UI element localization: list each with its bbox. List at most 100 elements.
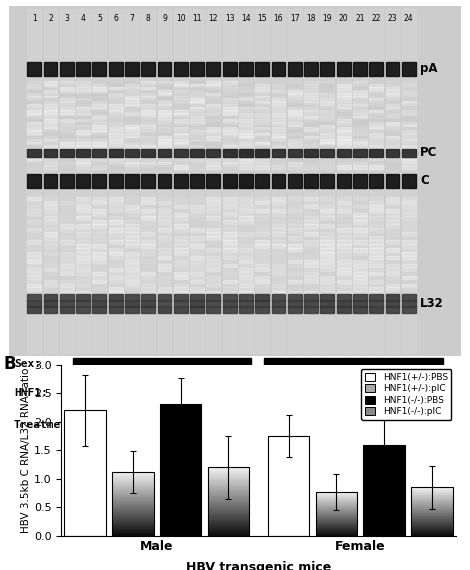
Bar: [60, 99, 74, 102]
Bar: [385, 136, 400, 140]
Bar: [223, 107, 236, 111]
Bar: [125, 252, 139, 255]
Bar: [411, 533, 453, 534]
Bar: [239, 145, 253, 148]
Bar: [402, 136, 415, 140]
Bar: [369, 217, 383, 220]
Bar: [369, 209, 383, 212]
Bar: [141, 89, 155, 93]
Bar: [208, 502, 249, 503]
Bar: [272, 160, 285, 163]
Bar: [353, 110, 367, 113]
Bar: [157, 148, 172, 151]
Bar: [44, 283, 57, 287]
Bar: [76, 279, 90, 283]
Bar: [272, 139, 285, 142]
Bar: [174, 84, 188, 87]
Bar: [125, 162, 139, 166]
Bar: [125, 81, 139, 84]
Bar: [337, 209, 351, 212]
Bar: [109, 87, 123, 91]
Bar: [353, 116, 367, 119]
Bar: [125, 279, 139, 283]
Bar: [337, 236, 351, 240]
Bar: [174, 157, 188, 160]
Bar: [27, 116, 41, 119]
Bar: [208, 498, 249, 499]
Bar: [385, 81, 400, 84]
Bar: [60, 81, 74, 84]
Bar: [353, 99, 367, 102]
Bar: [304, 197, 318, 200]
Bar: [402, 142, 415, 145]
Bar: [321, 153, 334, 157]
Bar: [369, 287, 383, 291]
Bar: [223, 96, 236, 99]
Bar: [272, 104, 285, 108]
Bar: [385, 264, 400, 267]
Bar: [353, 62, 367, 76]
Bar: [174, 229, 188, 232]
Bar: [223, 248, 236, 251]
Bar: [304, 131, 318, 134]
Bar: [369, 276, 383, 279]
Bar: [141, 119, 155, 123]
Bar: [112, 507, 154, 508]
Bar: [288, 279, 302, 283]
Bar: [93, 276, 106, 279]
Bar: [353, 81, 367, 84]
Bar: [44, 268, 57, 271]
Bar: [288, 248, 302, 251]
Bar: [125, 307, 139, 314]
Bar: [125, 268, 139, 271]
Bar: [208, 483, 249, 484]
Bar: [369, 150, 383, 154]
Bar: [60, 294, 74, 301]
Bar: [206, 153, 220, 157]
Bar: [93, 116, 106, 119]
Bar: [255, 260, 269, 263]
Bar: [76, 157, 90, 160]
Bar: [272, 165, 285, 169]
Bar: [27, 136, 41, 140]
Bar: [109, 160, 123, 163]
Bar: [93, 160, 106, 163]
Bar: [304, 229, 318, 232]
Bar: [157, 153, 172, 157]
Bar: [206, 128, 220, 131]
Bar: [385, 197, 400, 200]
Bar: [337, 279, 351, 283]
Bar: [411, 527, 453, 528]
Bar: [272, 153, 285, 157]
Bar: [174, 276, 188, 279]
Bar: [141, 236, 155, 240]
Bar: [206, 96, 220, 99]
Bar: [223, 264, 236, 267]
Bar: [288, 236, 302, 240]
Bar: [321, 116, 334, 119]
Bar: [321, 268, 334, 271]
Bar: [239, 84, 253, 87]
Text: B: B: [4, 355, 16, 373]
Bar: [223, 260, 236, 263]
Bar: [93, 300, 106, 307]
Bar: [190, 62, 204, 76]
Bar: [321, 99, 334, 102]
Bar: [288, 244, 302, 247]
Bar: [272, 256, 285, 259]
Bar: [157, 107, 172, 111]
Bar: [125, 149, 139, 157]
Bar: [411, 515, 453, 516]
Bar: [353, 279, 367, 283]
Bar: [190, 131, 204, 134]
Bar: [304, 160, 318, 163]
Bar: [141, 81, 155, 84]
Bar: [337, 165, 351, 169]
Bar: [411, 497, 453, 498]
Bar: [369, 268, 383, 271]
Bar: [385, 89, 400, 93]
Bar: [255, 294, 269, 301]
Bar: [411, 499, 453, 500]
Bar: [27, 125, 41, 128]
Bar: [190, 107, 204, 111]
